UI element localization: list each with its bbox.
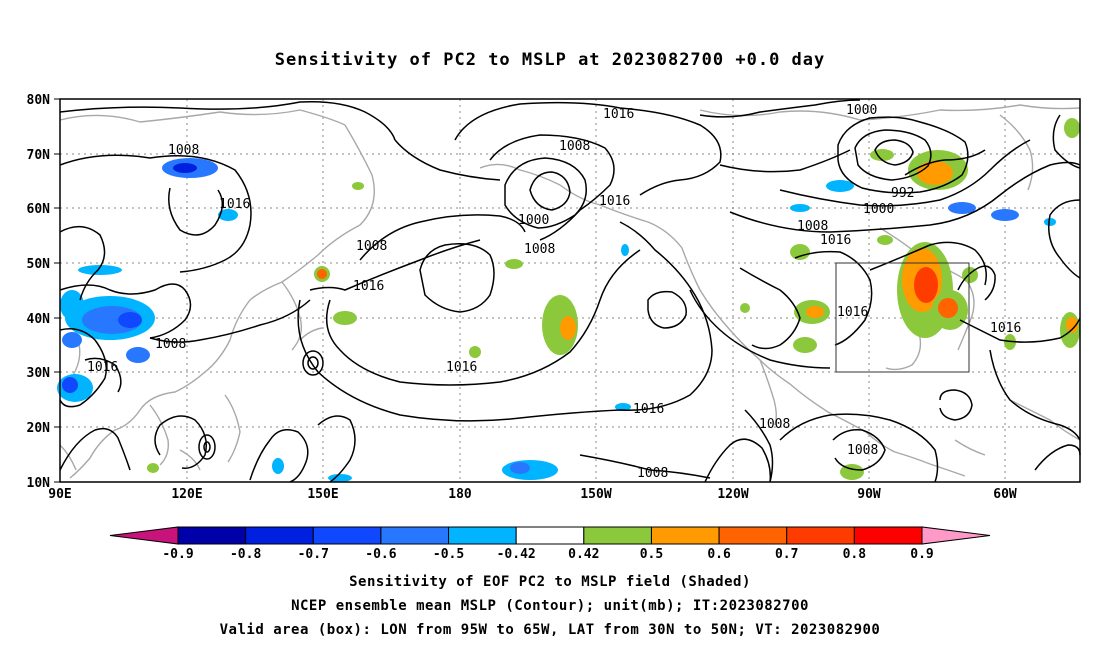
lon-label: 120W	[717, 487, 748, 502]
contour-label: 1016	[837, 305, 868, 320]
colorbar-swatch	[245, 526, 314, 545]
colorbar-label: 0.42	[568, 547, 599, 562]
colorbar-swatch	[583, 526, 652, 545]
lat-label: 30N	[27, 366, 51, 381]
contour-label: 1008	[168, 143, 199, 158]
contour-label: 1008	[759, 417, 790, 432]
caption-line-1: Sensitivity of EOF PC2 to MSLP field (Sh…	[349, 574, 751, 590]
lat-label: 40N	[27, 312, 51, 327]
lat-label: 50N	[27, 257, 51, 272]
contour-label: 1016	[599, 194, 630, 209]
contour-label: 1016	[603, 107, 634, 122]
contour-label: 1008	[559, 139, 590, 154]
colorbar-label: -0.7	[298, 547, 329, 562]
lon-label: 150W	[580, 487, 611, 502]
contour-labels: 1016 1008 1000 1008 1008 1016 1016 1008 …	[87, 103, 1021, 481]
contour-label: 1016	[353, 279, 384, 294]
contour-label: 1016	[219, 197, 250, 212]
contour-label: 1000	[846, 103, 877, 118]
lat-label: 20N	[27, 421, 51, 436]
contour-label: 1008	[637, 466, 668, 481]
contour-label: 1008	[356, 239, 387, 254]
valid-area-box	[835, 262, 970, 373]
lat-axis-labels: 80N 70N 60N 50N 40N 30N 20N 10N	[27, 93, 51, 491]
lon-label: 90E	[48, 487, 71, 502]
caption-line-2: NCEP ensemble mean MSLP (Contour); unit(…	[291, 598, 809, 614]
contour-label: 1016	[633, 402, 664, 417]
contour-label: 1016	[87, 360, 118, 375]
lat-label: 70N	[27, 148, 51, 163]
lon-label: 150E	[307, 487, 338, 502]
colorbar: -0.9 -0.8 -0.7 -0.6 -0.5 -0.42 0.42 0.5 0.6 0.7 0.…	[109, 526, 991, 562]
colorbar-swatch	[786, 526, 855, 545]
lat-label: 10N	[27, 476, 51, 491]
map-title: Sensitivity of PC2 to MSLP at 2023082700…	[274, 50, 826, 70]
contour-label: 1008	[524, 242, 555, 257]
lon-axis-labels: 90E 120E 150E 180 150W 120W 90W 60W	[48, 487, 1017, 502]
colorbar-high-end	[921, 526, 991, 545]
contour-label: 1000	[863, 202, 894, 217]
colorbar-swatch	[448, 526, 517, 545]
colorbar-swatch	[380, 526, 450, 545]
colorbar-label: -0.8	[230, 547, 261, 562]
contour-label: 992	[891, 186, 914, 201]
contour-label: 1008	[797, 219, 828, 234]
contour-label: 1016	[446, 360, 477, 375]
caption-line-3: Valid area (box): LON from 95W to 65W, L…	[219, 622, 881, 638]
coastlines	[59, 104, 1081, 479]
lon-label: 120E	[171, 487, 202, 502]
colorbar-label: -0.6	[365, 547, 396, 562]
lat-ticks	[54, 98, 60, 483]
colorbar-low-end	[109, 526, 179, 545]
colorbar-swatch	[177, 526, 247, 545]
lat-label: 80N	[27, 93, 51, 108]
colorbar-label: -0.9	[162, 547, 193, 562]
colorbar-label: 0.5	[640, 547, 663, 562]
colorbar-swatch	[515, 526, 585, 545]
contour-label: 1008	[155, 337, 186, 352]
colorbar-label: -0.5	[433, 547, 464, 562]
contour-label: 1016	[820, 233, 851, 248]
colorbar-label: 0.6	[707, 547, 731, 562]
colorbar-swatch	[312, 526, 382, 545]
lon-label: 90W	[857, 487, 881, 502]
map-frame	[59, 98, 1081, 483]
contour-label: 1016	[990, 321, 1021, 336]
colorbar-swatch	[853, 526, 923, 545]
lon-label: 180	[448, 487, 472, 502]
lon-label: 60W	[993, 487, 1017, 502]
colorbar-label: 0.7	[775, 547, 798, 562]
colorbar-swatch	[718, 526, 788, 545]
contour-label: 1008	[847, 443, 878, 458]
colorbar-swatch	[650, 526, 720, 545]
colorbar-label: -0.42	[497, 547, 536, 562]
mslp-contours	[59, 99, 1081, 483]
colorbar-label: 0.9	[910, 547, 933, 562]
contour-label: 1000	[518, 213, 549, 228]
map-area: 1016 1008 1000 1008 1008 1016 1016 1008 …	[57, 98, 1081, 483]
colorbar-label: 0.8	[843, 547, 867, 562]
lat-label: 60N	[27, 202, 51, 217]
